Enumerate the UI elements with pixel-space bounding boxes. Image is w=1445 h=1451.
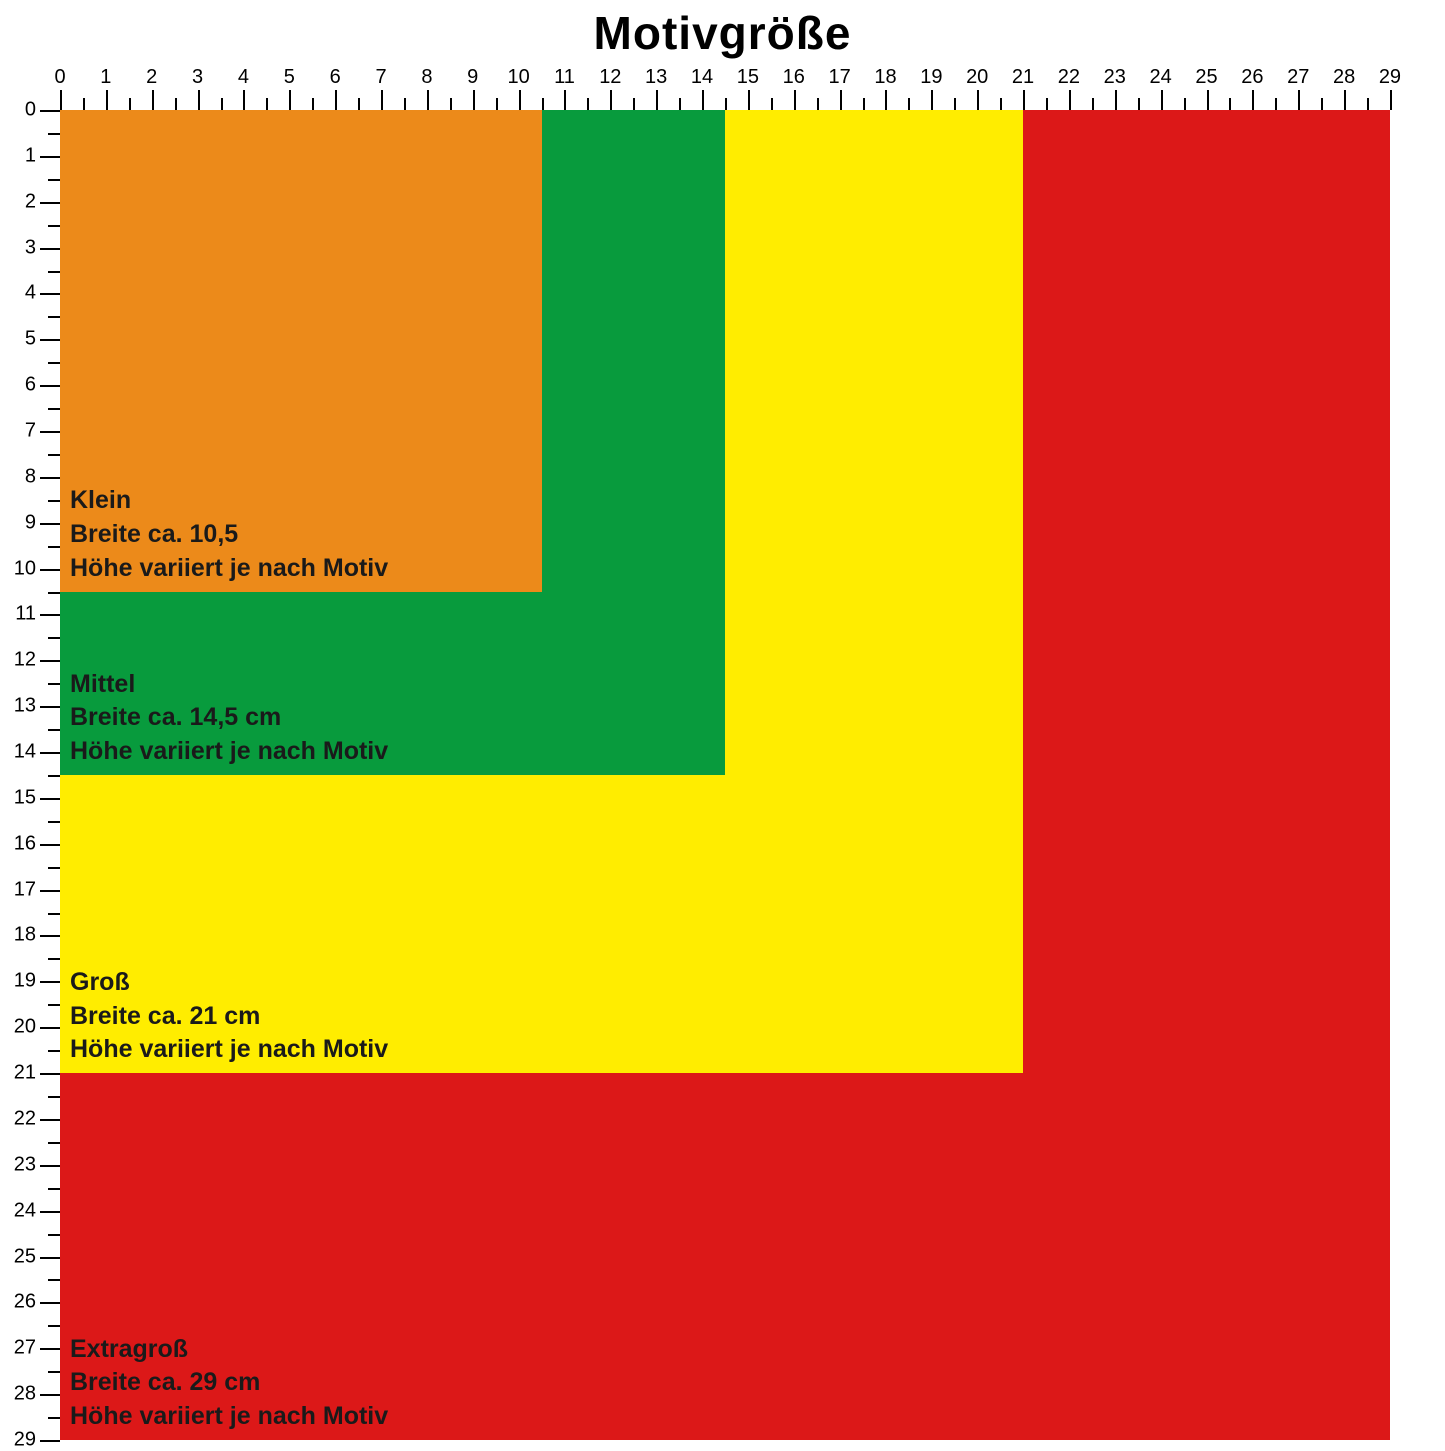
size-box-label-gross: GroßBreite ca. 21 cmHöhe variiert je nac…: [70, 966, 388, 1067]
size-name: Extragroß: [70, 1333, 388, 1367]
size-height: Höhe variiert je nach Motiv: [70, 735, 388, 769]
size-width: Breite ca. 21 cm: [70, 1000, 388, 1034]
ruler-horizontal: 0123456789101112131415161718192021222324…: [60, 60, 1390, 110]
size-box-label-klein: KleinBreite ca. 10,5Höhe variiert je nac…: [70, 484, 388, 585]
page-title: Motivgröße: [0, 6, 1445, 60]
size-name: Mittel: [70, 668, 388, 702]
size-width: Breite ca. 10,5: [70, 518, 388, 552]
size-box-label-extragross: ExtragroßBreite ca. 29 cmHöhe variiert j…: [70, 1333, 388, 1434]
size-width: Breite ca. 14,5 cm: [70, 701, 388, 735]
ruler-vertical: 0123456789101112131415161718192021222324…: [10, 110, 60, 1440]
size-box-klein: KleinBreite ca. 10,5Höhe variiert je nac…: [60, 110, 542, 592]
size-box-label-mittel: MittelBreite ca. 14,5 cmHöhe variiert je…: [70, 668, 388, 769]
size-name: Klein: [70, 484, 388, 518]
size-height: Höhe variiert je nach Motiv: [70, 1400, 388, 1434]
size-height: Höhe variiert je nach Motiv: [70, 552, 388, 586]
size-width: Breite ca. 29 cm: [70, 1366, 388, 1400]
size-height: Höhe variiert je nach Motiv: [70, 1033, 388, 1067]
size-name: Groß: [70, 966, 388, 1000]
size-chart: ExtragroßBreite ca. 29 cmHöhe variiert j…: [60, 110, 1390, 1440]
